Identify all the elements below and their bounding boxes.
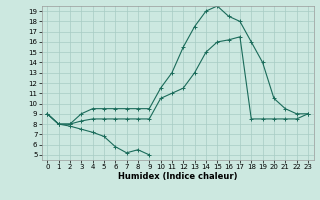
- X-axis label: Humidex (Indice chaleur): Humidex (Indice chaleur): [118, 172, 237, 181]
